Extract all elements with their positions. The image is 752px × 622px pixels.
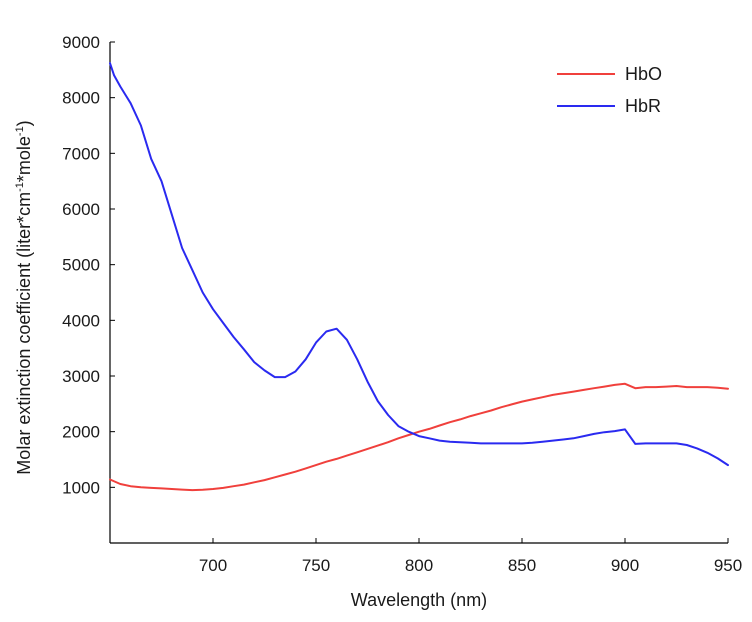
legend-label-hbr: HbR [625,96,661,116]
x-tick-label: 700 [199,556,227,575]
y-axis-title-part: Molar extinction coefficient (liter*cm [14,192,34,475]
x-tick-label: 800 [405,556,433,575]
y-axis-title-superscript: -1 [14,182,26,192]
x-axis-title: Wavelength (nm) [351,590,487,610]
y-tick-label: 7000 [62,144,100,163]
y-tick-label: 1000 [62,478,100,497]
y-axis-title-part: *mole [14,136,34,182]
series-line-hbo [109,382,729,492]
legend-label-hbo: HbO [625,64,662,84]
y-axis-title-superscript: -1 [14,126,26,136]
y-tick-label: 3000 [62,367,100,386]
y-tick-label: 9000 [62,33,100,52]
y-tick-label: 4000 [62,311,100,330]
y-tick-label: 8000 [62,89,100,108]
y-tick-label: 6000 [62,200,100,219]
x-tick-label: 900 [611,556,639,575]
y-tick-label: 5000 [62,256,100,275]
y-tick-label: 2000 [62,423,100,442]
x-tick-label: 950 [714,556,742,575]
x-tick-label: 750 [302,556,330,575]
series-line-hbr [109,62,729,467]
y-axis-title-part: ) [14,120,34,126]
y-axis-title: Molar extinction coefficient (liter*cm-1… [14,120,34,474]
x-tick-label: 850 [508,556,536,575]
